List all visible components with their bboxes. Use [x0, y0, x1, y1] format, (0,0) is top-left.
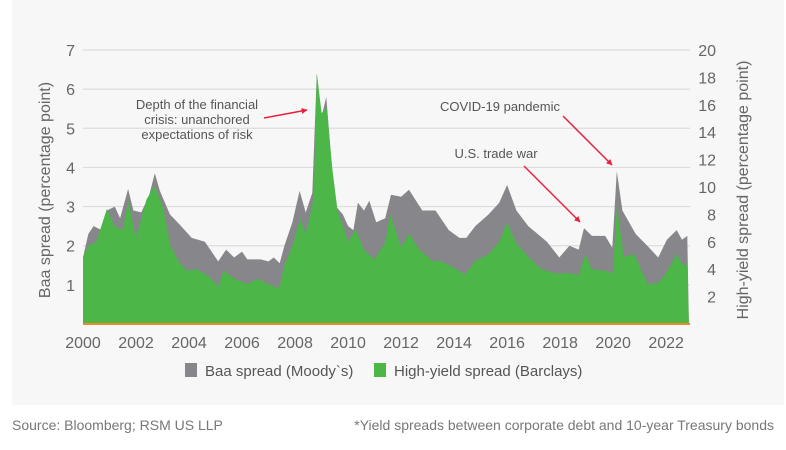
y-right-tick-label: 18 — [698, 70, 716, 87]
x-tick-label: 2002 — [118, 335, 154, 352]
annotation-text: Depth of the financial — [136, 97, 258, 112]
y-tick-label: 7 — [66, 43, 75, 60]
y-tick-label: 5 — [66, 121, 75, 138]
y-right-tick-label: 12 — [698, 153, 716, 170]
y-right-tick-label: 10 — [698, 180, 716, 197]
annotation-trade-war: U.S. trade war — [454, 146, 581, 223]
x-tick-label: 2018 — [542, 335, 578, 352]
left-axis-label: Baa spread (percentage point) — [37, 82, 54, 298]
y-right-tick-label: 4 — [707, 262, 716, 279]
annotation-text: COVID-19 pandemic — [440, 99, 560, 114]
y-right-tick-label: 20 — [698, 43, 716, 60]
annotation-covid: COVID-19 pandemic — [440, 99, 613, 166]
y-tick-label: 6 — [66, 82, 75, 99]
footnote: *Yield spreads between corporate debt an… — [354, 417, 774, 433]
annotation-arrow — [562, 115, 613, 166]
y-right-tick-label: 16 — [698, 98, 716, 115]
annotation-arrow — [523, 165, 581, 223]
high-yield-spread-area — [83, 73, 689, 324]
legend-swatch-baa — [185, 363, 197, 377]
series-areas — [83, 73, 689, 324]
y-tick-label: 3 — [66, 200, 75, 217]
x-axis-ticks: 2000 2002 2004 2006 2008 2010 2012 2014 2016 2018… — [65, 335, 684, 352]
annotation-text: expectations of risk — [141, 127, 253, 142]
x-tick-label: 2000 — [65, 335, 101, 352]
source-note: Source: Bloomberg; RSM US LLP — [12, 417, 223, 433]
annotation-financial-crisis: Depth of the financial crisis: unanchore… — [136, 97, 308, 142]
x-tick-label: 2020 — [595, 335, 631, 352]
x-tick-label: 2008 — [277, 335, 313, 352]
x-tick-label: 2004 — [171, 335, 207, 352]
legend-swatch-high-yield — [374, 363, 386, 377]
y-right-tick-label: 14 — [698, 125, 716, 142]
annotation-text: U.S. trade war — [454, 146, 538, 161]
legend: Baa spread (Moody`s) High-yield spread (… — [185, 363, 582, 380]
x-tick-label: 2006 — [224, 335, 260, 352]
annotation-text: crisis: unanchored — [144, 112, 250, 127]
y-right-tick-label: 8 — [707, 207, 716, 224]
x-tick-label: 2022 — [648, 335, 684, 352]
baa-spread-area — [83, 73, 689, 324]
legend-label-baa: Baa spread (Moody`s) — [205, 363, 353, 380]
y-right-tick-label: 6 — [707, 235, 716, 252]
legend-label-high-yield: High-yield spread (Barclays) — [394, 363, 582, 380]
x-tick-label: 2016 — [489, 335, 525, 352]
x-tick-label: 2014 — [436, 335, 472, 352]
x-tick-label: 2010 — [330, 335, 366, 352]
y-tick-label: 2 — [66, 239, 75, 256]
y-right-tick-label: 2 — [707, 290, 716, 307]
x-tick-label: 2012 — [383, 335, 419, 352]
y-tick-label: 4 — [66, 160, 75, 177]
annotation-arrow — [263, 108, 308, 119]
right-axis-ticks: 2 4 6 8 10 12 14 16 18 20 — [698, 43, 716, 307]
right-axis-label: High-yield spread (percentage point) — [735, 61, 752, 320]
left-axis-ticks: 1 2 3 4 5 6 7 — [66, 43, 75, 295]
y-tick-label: 1 — [66, 278, 75, 295]
